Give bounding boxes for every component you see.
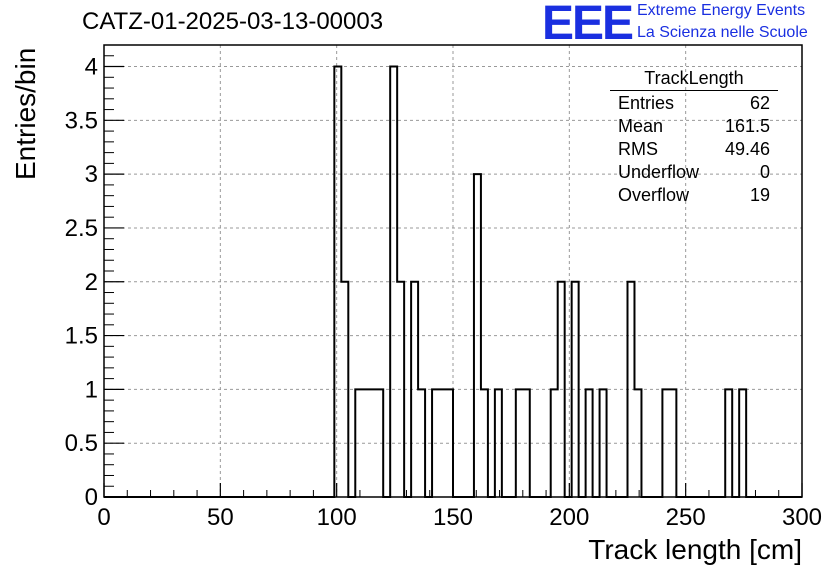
x-tick-label: 50 — [207, 504, 234, 531]
y-tick-label: 4 — [85, 54, 98, 81]
x-tick-label: 200 — [549, 504, 589, 531]
stats-row: RMS 49.46 — [610, 139, 778, 162]
stats-value: 19 — [749, 185, 770, 205]
y-tick-label: 3.5 — [65, 107, 98, 134]
x-tick-label: 0 — [97, 504, 110, 531]
logo-tagline-2: La Scienza nelle Scuole — [637, 24, 808, 41]
stats-box-name: TrackLength — [610, 68, 778, 91]
stats-row: Underflow 0 — [610, 162, 778, 185]
x-tick-label: 100 — [317, 504, 357, 531]
logo-tagline-1: Extreme Energy Events — [637, 2, 806, 19]
y-tick-label: 2 — [85, 269, 98, 296]
y-tick-label: 0.5 — [65, 430, 98, 457]
stats-value: 62 — [749, 93, 770, 113]
stats-label: Mean — [618, 116, 664, 136]
y-axis-label: Entries/bin — [10, 47, 41, 180]
stats-box: TrackLength Entries 62 Mean 161.5 RMS 49.46… — [610, 68, 778, 208]
x-tick-labels: 0 50 100 150 200 250 300 — [97, 504, 822, 531]
stats-label: Entries — [618, 93, 675, 113]
x-tick-label: 300 — [782, 504, 822, 531]
y-tick-label: 0 — [85, 484, 98, 511]
y-tick-label: 3 — [85, 161, 98, 188]
stats-value: 0 — [759, 162, 770, 182]
axis-ticks — [103, 55, 803, 498]
chart-title: CATZ-01-2025-03-13-00003 — [82, 8, 384, 35]
x-tick-label: 150 — [433, 504, 473, 531]
x-tick-label: 250 — [666, 504, 706, 531]
stats-value: 49.46 — [724, 139, 770, 159]
stats-label: RMS — [618, 139, 658, 159]
y-tick-labels: 0 0.5 1 1.5 2 2.5 3 3.5 4 — [65, 54, 98, 511]
y-tick-label: 1.5 — [65, 323, 98, 350]
x-axis-label: Track length [cm] — [588, 534, 802, 565]
stats-label: Underflow — [618, 162, 700, 182]
stats-row: Overflow 19 — [610, 185, 778, 208]
y-tick-label: 1 — [85, 376, 98, 403]
stats-row: Entries 62 — [610, 93, 778, 116]
stats-row: Mean 161.5 — [610, 116, 778, 139]
y-tick-label: 2.5 — [65, 215, 98, 242]
stats-value: 161.5 — [724, 116, 770, 136]
stats-label: Overflow — [618, 185, 690, 205]
eee-logo: EEE — [542, 0, 634, 50]
